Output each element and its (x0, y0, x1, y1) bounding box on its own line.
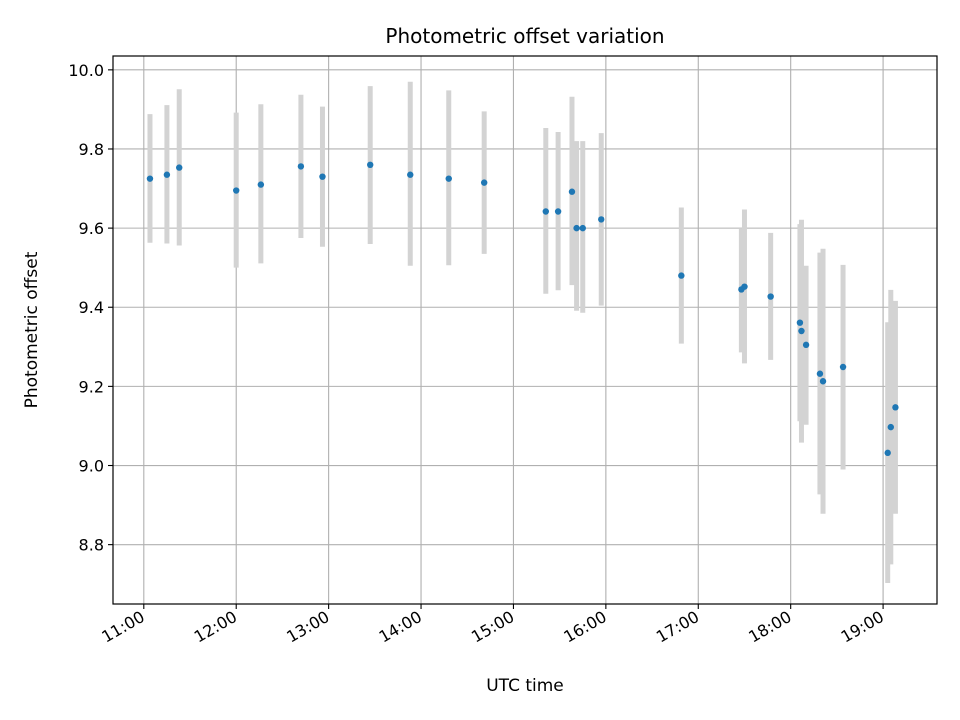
y-axis-ticks: 8.8 9.0 9.2 9.4 9.6 9.8 10.0 (68, 61, 113, 555)
data-point (573, 224, 580, 232)
data-point (579, 224, 586, 232)
data-point (678, 272, 685, 279)
data-point (367, 161, 374, 169)
data-point (887, 423, 894, 431)
data-point (542, 208, 549, 215)
data-point (839, 363, 847, 371)
chart-title: Photometric offset variation (385, 24, 664, 48)
data-point (233, 187, 240, 194)
grid (113, 56, 937, 604)
data-point (598, 216, 605, 223)
data-points (146, 161, 899, 457)
data-point (568, 188, 576, 195)
data-point (741, 283, 748, 290)
data-point (892, 404, 899, 411)
data-point (445, 175, 452, 182)
data-point (796, 319, 804, 326)
data-point (480, 179, 488, 186)
data-point (767, 293, 774, 300)
y-tick-label: 9.0 (79, 457, 104, 476)
y-tick-label: 8.8 (79, 536, 104, 555)
y-tick-label: 9.4 (79, 298, 104, 317)
y-tick-label: 10.0 (68, 61, 104, 80)
data-point (554, 208, 562, 215)
data-point (884, 449, 891, 457)
data-point (798, 327, 805, 335)
x-axis-title: UTC time (486, 676, 564, 696)
y-tick-label: 9.2 (79, 377, 104, 396)
data-point (819, 378, 827, 385)
data-point (257, 181, 265, 188)
data-point (407, 171, 414, 178)
data-point (319, 173, 326, 180)
data-point (146, 175, 154, 182)
y-axis-title: Photometric offset (22, 251, 42, 408)
data-point (163, 171, 171, 178)
data-point (297, 163, 305, 170)
data-point (802, 341, 810, 349)
y-tick-label: 9.6 (79, 219, 104, 238)
data-point (176, 164, 183, 171)
y-tick-label: 9.8 (79, 140, 104, 159)
plot-frame (112, 55, 938, 605)
data-point (816, 370, 824, 377)
